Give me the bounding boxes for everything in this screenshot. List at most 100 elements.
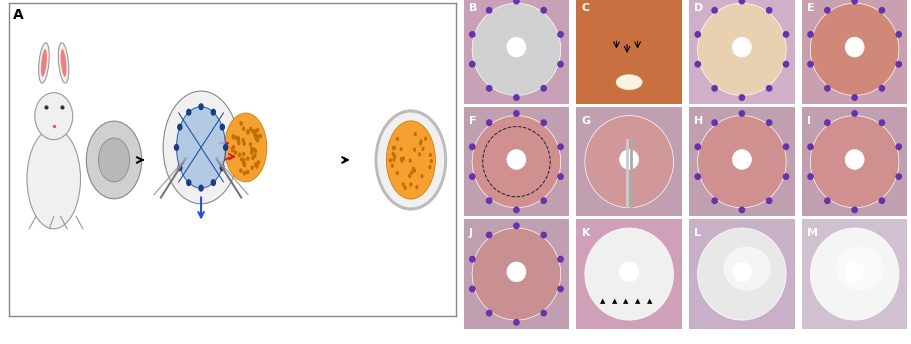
Circle shape: [541, 198, 547, 203]
Circle shape: [428, 165, 432, 169]
Circle shape: [732, 37, 752, 57]
Circle shape: [695, 174, 701, 179]
Circle shape: [739, 111, 744, 116]
Circle shape: [845, 150, 865, 169]
Circle shape: [896, 174, 901, 179]
Circle shape: [896, 144, 901, 150]
Ellipse shape: [38, 43, 49, 83]
Circle shape: [187, 109, 190, 115]
Text: M: M: [807, 228, 818, 238]
Text: E: E: [807, 3, 814, 13]
Circle shape: [230, 147, 234, 151]
Circle shape: [254, 162, 257, 167]
Circle shape: [420, 174, 424, 179]
Circle shape: [249, 142, 252, 147]
Circle shape: [211, 109, 215, 115]
Circle shape: [695, 62, 701, 67]
Circle shape: [541, 86, 547, 91]
Circle shape: [393, 157, 395, 162]
Circle shape: [231, 135, 235, 140]
Circle shape: [237, 141, 241, 146]
Circle shape: [514, 95, 519, 100]
Circle shape: [472, 3, 560, 95]
Circle shape: [252, 147, 255, 152]
Circle shape: [558, 62, 563, 67]
Ellipse shape: [41, 49, 47, 77]
Circle shape: [392, 152, 394, 156]
Circle shape: [246, 129, 250, 134]
Circle shape: [394, 154, 396, 159]
Circle shape: [541, 8, 547, 13]
Circle shape: [418, 152, 421, 157]
Circle shape: [255, 164, 259, 169]
Circle shape: [845, 37, 865, 57]
Ellipse shape: [386, 121, 435, 199]
Circle shape: [199, 185, 203, 191]
Circle shape: [879, 86, 885, 91]
Circle shape: [253, 133, 257, 138]
Text: D: D: [694, 3, 703, 13]
Text: ▲: ▲: [647, 299, 652, 304]
Ellipse shape: [386, 121, 435, 199]
Circle shape: [879, 8, 885, 13]
Circle shape: [585, 228, 673, 320]
Circle shape: [470, 174, 475, 179]
Circle shape: [391, 163, 394, 168]
Circle shape: [507, 37, 526, 57]
Circle shape: [766, 86, 772, 91]
Ellipse shape: [224, 113, 267, 182]
Circle shape: [852, 0, 857, 4]
Circle shape: [486, 8, 492, 13]
Circle shape: [695, 32, 701, 37]
Circle shape: [824, 8, 830, 13]
Circle shape: [98, 138, 129, 182]
Circle shape: [698, 3, 786, 95]
Circle shape: [430, 159, 433, 163]
Text: J: J: [469, 228, 473, 238]
Circle shape: [507, 262, 526, 282]
Circle shape: [783, 174, 789, 179]
Circle shape: [879, 198, 885, 203]
Circle shape: [251, 129, 255, 134]
Circle shape: [811, 228, 899, 320]
Circle shape: [808, 32, 814, 37]
Circle shape: [223, 144, 228, 150]
Circle shape: [783, 62, 789, 67]
Circle shape: [585, 116, 673, 208]
Circle shape: [732, 150, 752, 169]
Text: I: I: [807, 116, 811, 126]
Text: L: L: [694, 228, 701, 238]
Circle shape: [811, 116, 899, 208]
Circle shape: [619, 262, 639, 282]
Circle shape: [237, 136, 240, 141]
Circle shape: [242, 158, 246, 163]
Circle shape: [389, 158, 392, 163]
Circle shape: [486, 310, 492, 316]
Circle shape: [422, 147, 425, 151]
Circle shape: [242, 160, 245, 165]
Circle shape: [712, 8, 717, 13]
Circle shape: [413, 168, 416, 173]
Circle shape: [514, 320, 519, 325]
Ellipse shape: [60, 49, 67, 77]
Circle shape: [231, 134, 235, 139]
Circle shape: [250, 150, 253, 155]
Ellipse shape: [836, 247, 884, 290]
Circle shape: [712, 120, 717, 126]
Circle shape: [242, 162, 246, 166]
Circle shape: [415, 185, 418, 189]
Ellipse shape: [616, 75, 642, 90]
Circle shape: [852, 111, 857, 116]
Ellipse shape: [723, 247, 771, 290]
Ellipse shape: [27, 129, 80, 229]
Circle shape: [541, 120, 547, 126]
Circle shape: [712, 86, 717, 91]
Circle shape: [558, 286, 563, 292]
Circle shape: [541, 310, 547, 316]
Ellipse shape: [177, 107, 226, 188]
Circle shape: [486, 198, 492, 203]
Circle shape: [732, 262, 752, 282]
Circle shape: [695, 144, 701, 150]
Circle shape: [220, 124, 224, 130]
Circle shape: [220, 165, 224, 171]
